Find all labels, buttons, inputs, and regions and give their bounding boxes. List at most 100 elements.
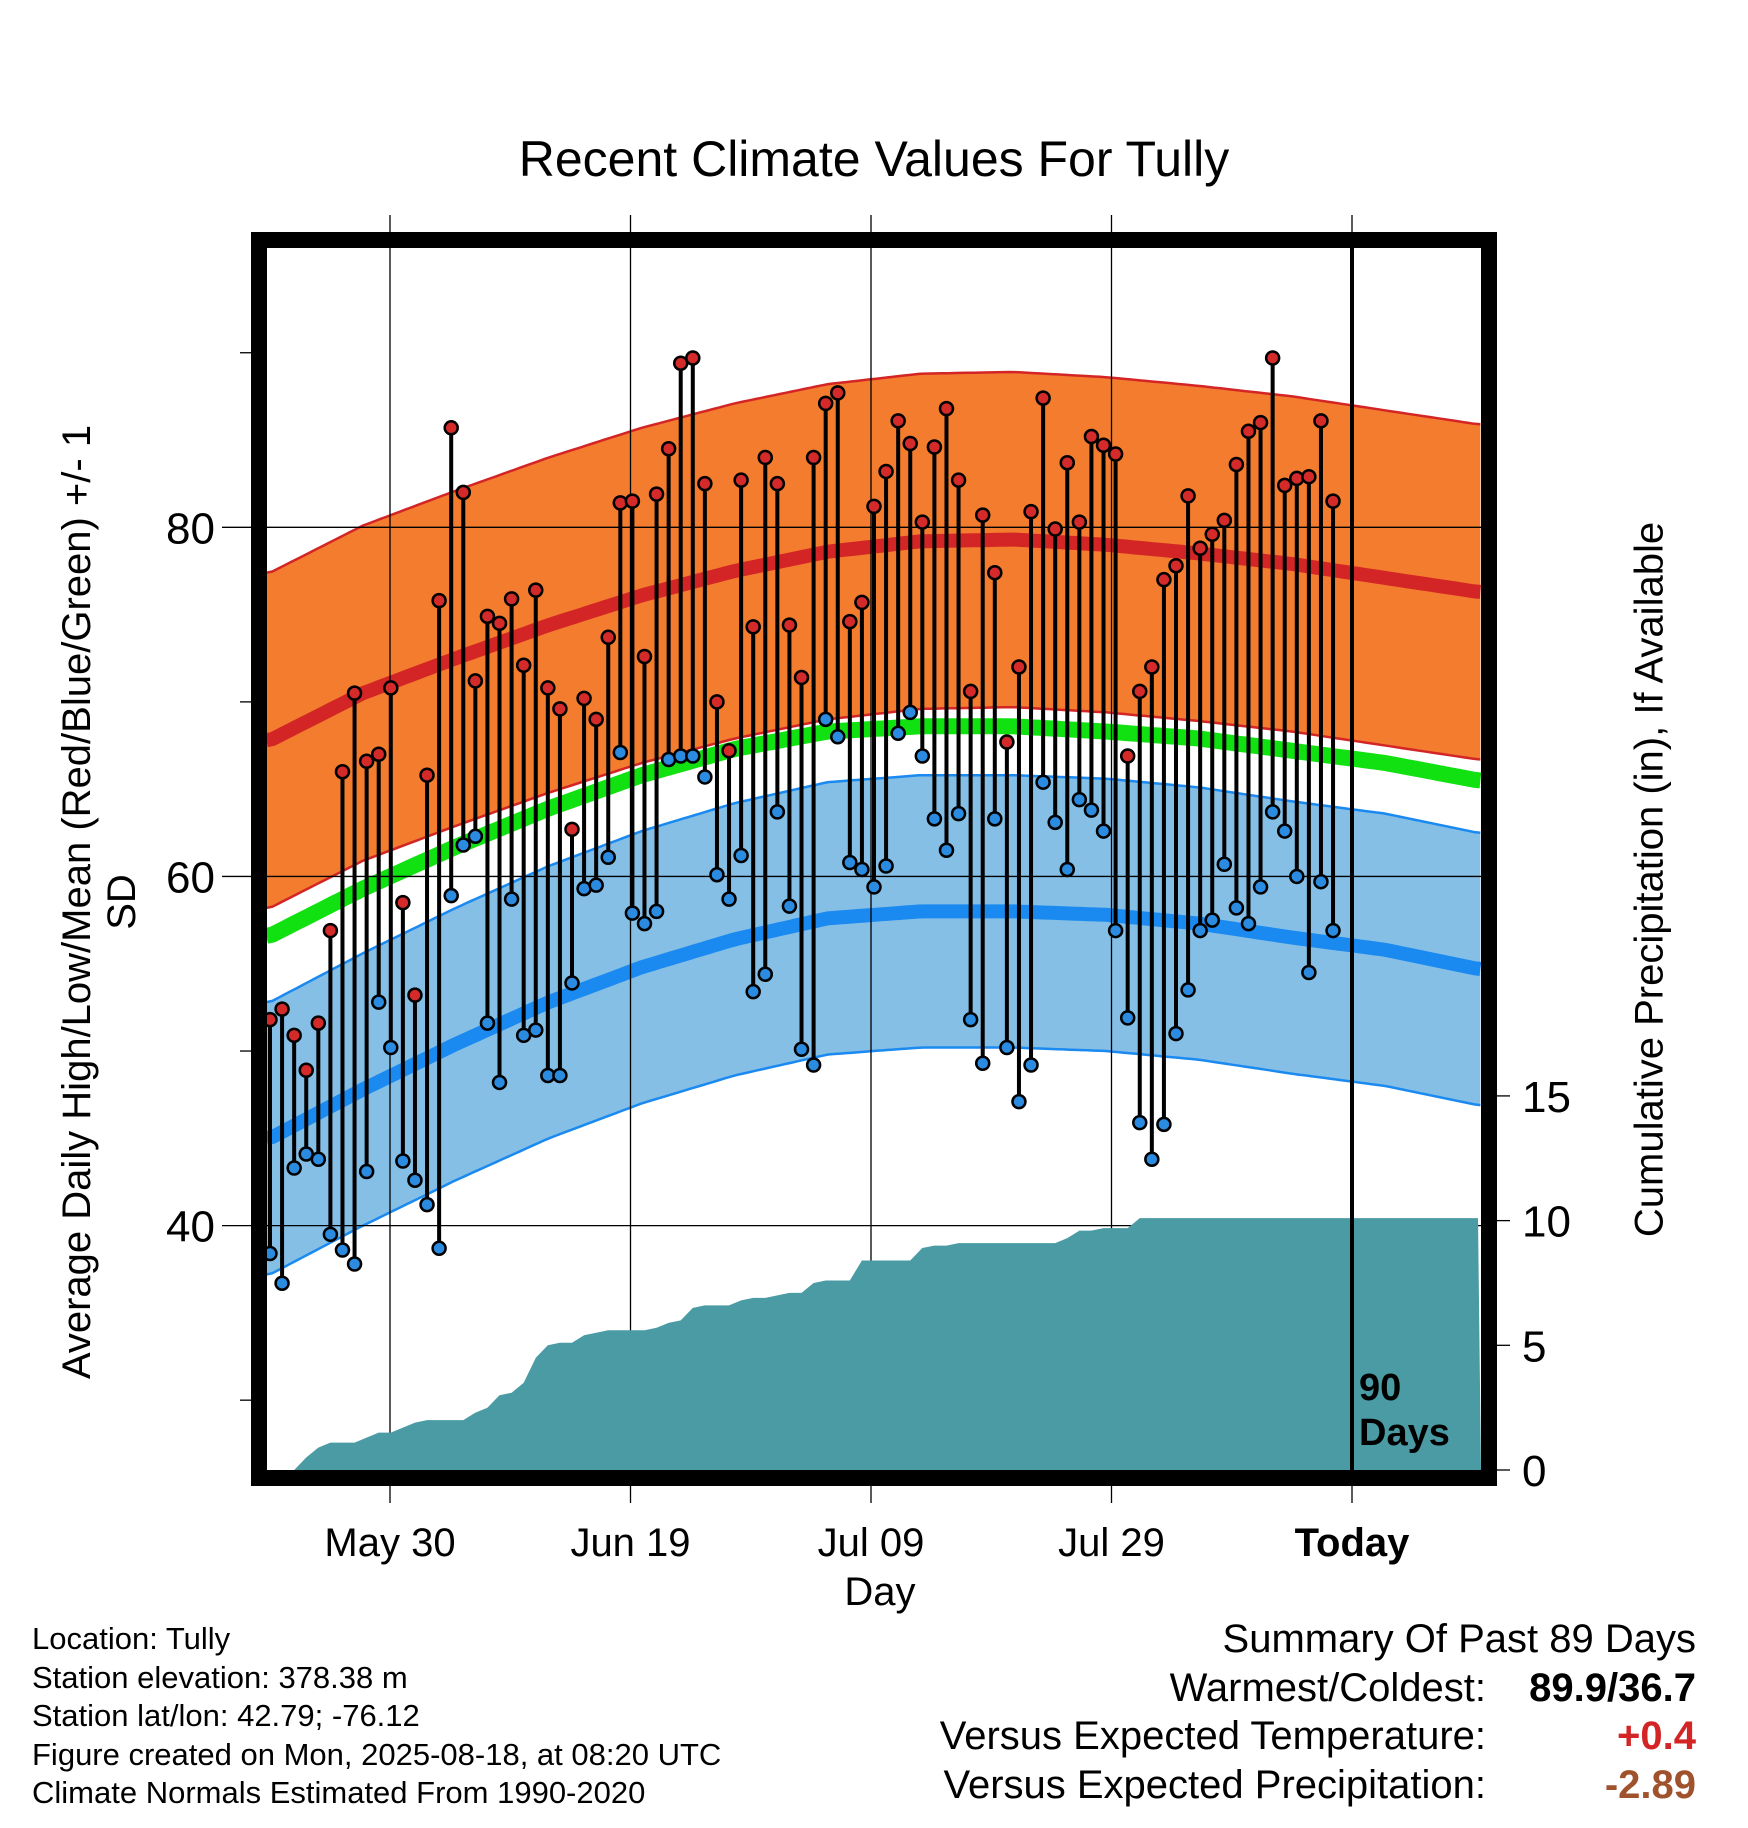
daily-low-point [745, 983, 761, 1000]
daily-low-point [1264, 804, 1281, 820]
daily-low-point [346, 1256, 363, 1272]
daily-high-point [358, 753, 375, 769]
daily-low-point [709, 866, 725, 883]
daily-high-point [1325, 493, 1341, 509]
daily-high-point [817, 395, 834, 412]
y-tick-label: 40 [166, 1203, 215, 1252]
daily-high-point [842, 613, 858, 630]
normals-text: Climate Normals Estimated From 1990-2020 [32, 1775, 646, 1810]
daily-low-point [805, 1057, 822, 1073]
daily-high-point [950, 472, 967, 488]
daily-high-point [479, 608, 496, 625]
daily-low-point [1216, 856, 1233, 872]
x-axis-label: Day [844, 1570, 916, 1614]
precip-label: Versus Expected Precipitation: [943, 1762, 1486, 1807]
daily-high-point [1047, 521, 1063, 537]
daily-low-point [1289, 868, 1305, 885]
location-text: Location: Tully [32, 1621, 231, 1656]
daily-high-point [395, 894, 411, 911]
daily-low-point [1156, 1116, 1172, 1133]
daily-high-point [310, 1015, 327, 1031]
daily-low-point [697, 769, 713, 785]
daily-low-point [926, 811, 943, 827]
temp-label: Versus Expected Temperature: [939, 1714, 1486, 1758]
daily-high-point [1204, 526, 1220, 543]
daily-high-point [1059, 454, 1076, 471]
daily-low-point [383, 1039, 399, 1056]
precip-value: -2.89 [1604, 1762, 1696, 1807]
daily-high-point [890, 413, 906, 429]
daily-high-point [1035, 390, 1051, 406]
daily-high-point [830, 385, 846, 401]
daily-high-point [588, 711, 604, 728]
daily-low-point [999, 1039, 1015, 1056]
daily-high-point [685, 350, 701, 366]
x-tick-label: Jun 19 [570, 1521, 690, 1565]
elevation-text: Station elevation: 378.38 m [32, 1659, 408, 1695]
daily-low-point [1095, 823, 1112, 839]
daily-high-point [854, 594, 870, 611]
daily-low-point [624, 905, 641, 921]
daily-low-point [878, 858, 894, 874]
daily-low-point [467, 828, 484, 845]
summary-warm-cold: Warmest/Coldest: 89.9/36.7 [940, 1664, 1696, 1713]
daily-low-point [334, 1242, 351, 1258]
daily-high-point [624, 493, 641, 509]
daily-high-point [987, 564, 1003, 581]
daily-high-point [1023, 503, 1039, 520]
daily-high-point [1144, 659, 1160, 675]
daily-low-point [1313, 873, 1329, 890]
daily-low-point [890, 725, 906, 742]
daily-high-point [721, 743, 737, 759]
daily-low-point [491, 1074, 508, 1091]
daily-low-point [685, 748, 701, 764]
daily-high-point [491, 615, 508, 632]
marker-label: 90 [1359, 1367, 1401, 1409]
daily-high-point [962, 683, 979, 700]
daily-low-point [1325, 922, 1341, 939]
daily-low-point [395, 1153, 411, 1169]
daily-high-point [1107, 446, 1124, 462]
daily-low-point [1071, 791, 1088, 808]
station-info: Location: Tully Station elevation: 378.3… [32, 1620, 721, 1813]
warm-cold-value: 89.9/36.7 [1529, 1665, 1696, 1710]
daily-high-point [515, 657, 532, 673]
daily-low-point [1301, 964, 1317, 981]
daily-low-point [1168, 1025, 1184, 1042]
daily-high-point [1192, 540, 1208, 557]
x-tick-label: Jul 09 [818, 1521, 925, 1565]
daily-high-point [1264, 350, 1281, 366]
y2-tick-label: 10 [1522, 1198, 1571, 1247]
daily-high-point [540, 680, 556, 696]
daily-low-point [419, 1196, 435, 1213]
daily-low-point [358, 1163, 375, 1180]
daily-high-point [1132, 683, 1148, 700]
daily-low-point [564, 975, 580, 991]
daily-high-point [769, 475, 786, 492]
daily-high-point [636, 648, 653, 665]
daily-low-point [721, 891, 737, 907]
precipitation-area [267, 1218, 1481, 1470]
daily-high-point [866, 498, 882, 515]
daily-low-point [830, 729, 846, 745]
daily-high-point [576, 690, 592, 707]
daily-high-point [1301, 468, 1317, 485]
daily-high-point [346, 685, 363, 701]
daily-high-point [999, 734, 1015, 750]
daily-high-point [1240, 423, 1257, 440]
daily-low-point [1144, 1151, 1160, 1168]
daily-high-point [697, 475, 713, 492]
daily-low-point [842, 854, 858, 871]
daily-low-point [479, 1015, 496, 1031]
daily-low-point [962, 1011, 979, 1028]
daily-high-point [467, 673, 484, 689]
daily-low-point [588, 877, 604, 893]
daily-high-point [383, 680, 399, 696]
y2-tick-label: 15 [1522, 1073, 1571, 1122]
daily-high-point [552, 701, 568, 717]
daily-low-point [1192, 922, 1208, 939]
daily-low-point [987, 811, 1003, 827]
daily-high-point [419, 767, 435, 783]
plot-frame [251, 232, 1497, 1486]
